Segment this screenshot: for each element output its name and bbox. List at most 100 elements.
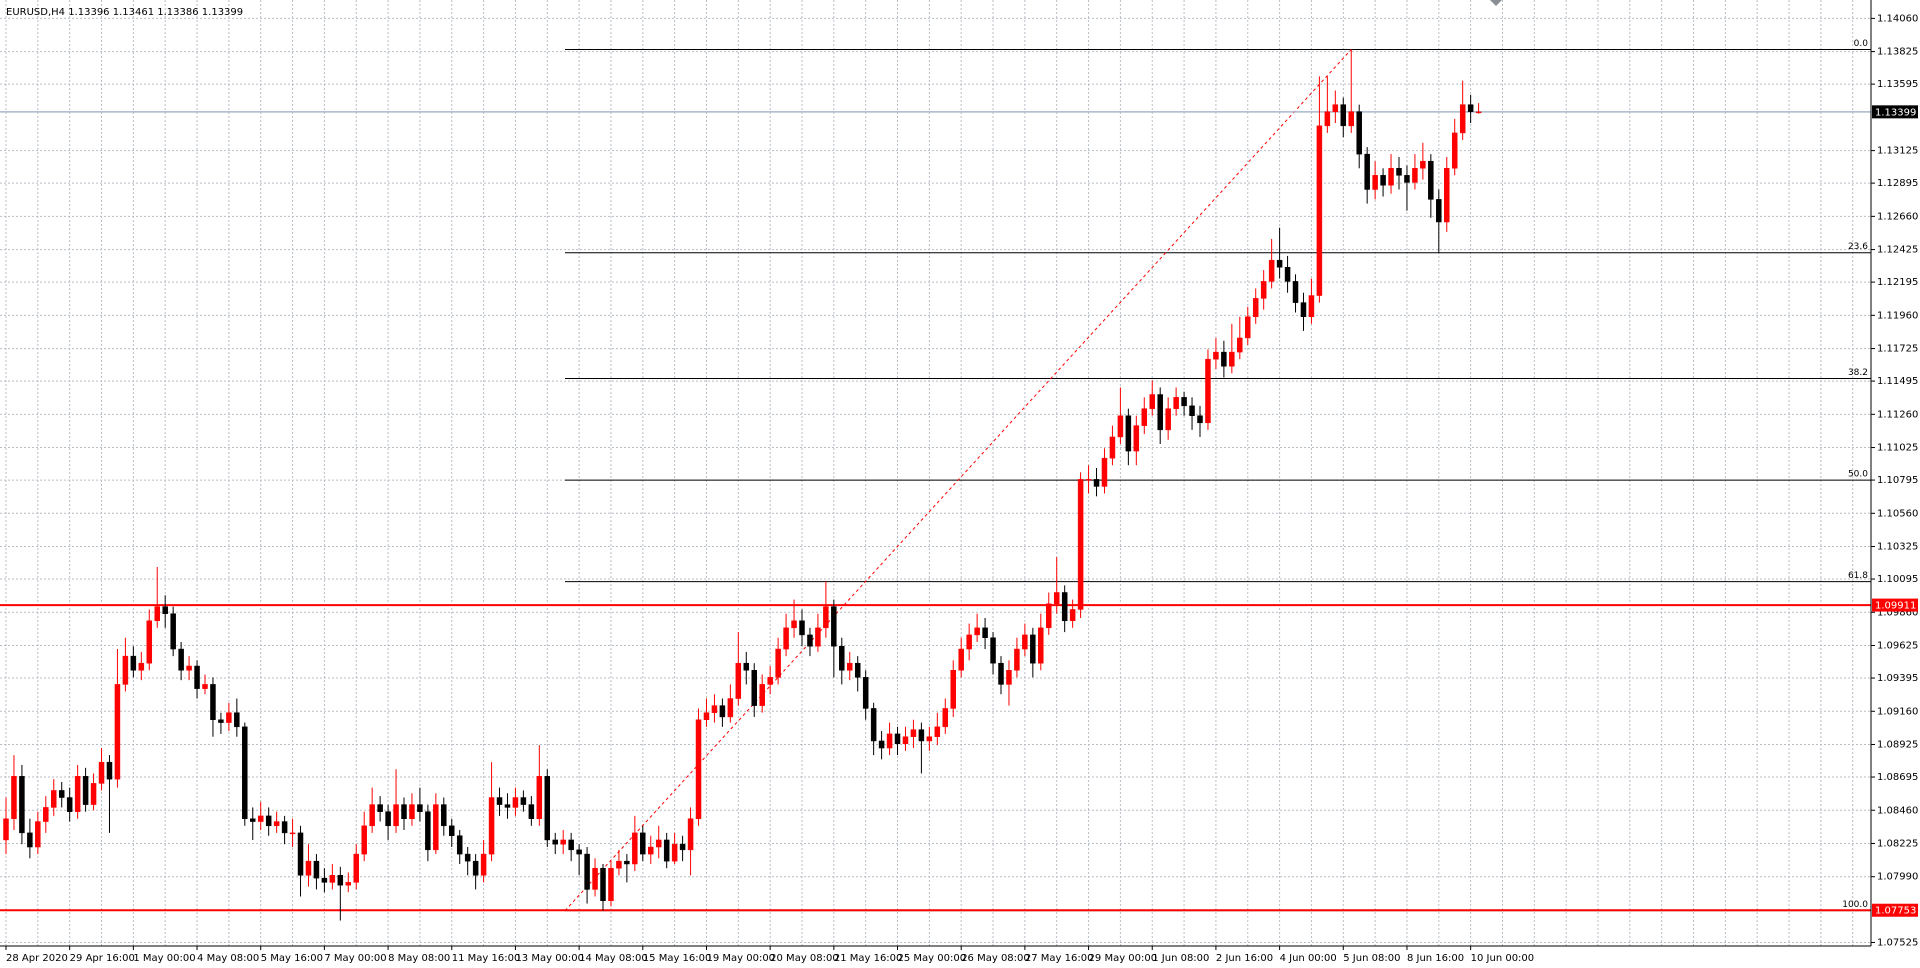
candle-body bbox=[1451, 132, 1458, 169]
x-tick-label: 5 Jun 08:00 bbox=[1343, 953, 1400, 964]
candle-body bbox=[791, 620, 797, 629]
y-tick-label: 1.11260 bbox=[1877, 409, 1918, 420]
candle-body bbox=[66, 797, 73, 812]
candle-body bbox=[624, 860, 630, 865]
candle-body bbox=[496, 797, 503, 805]
candle-body bbox=[313, 860, 320, 879]
candle-body bbox=[138, 662, 145, 671]
candle-body bbox=[250, 818, 256, 822]
candle-body bbox=[1404, 175, 1410, 183]
fib-label: 50.0 bbox=[1848, 470, 1868, 480]
candle-body bbox=[1428, 160, 1434, 200]
candle-body bbox=[74, 776, 81, 812]
y-tick-label: 1.11495 bbox=[1877, 376, 1918, 387]
fib-label: 100.0 bbox=[1842, 900, 1868, 910]
candle-body bbox=[242, 726, 248, 819]
current-price-badge bbox=[1872, 105, 1918, 119]
candle-body bbox=[671, 843, 678, 862]
candle-body bbox=[847, 662, 853, 671]
candle-body bbox=[265, 815, 272, 827]
x-tick-label: 28 Apr 2020 bbox=[6, 953, 68, 964]
candle-body bbox=[1101, 457, 1108, 487]
candle-body bbox=[743, 662, 750, 671]
candle-body bbox=[926, 736, 933, 742]
fib-label: 0.0 bbox=[1854, 39, 1869, 49]
y-tick-label: 1.11960 bbox=[1877, 310, 1918, 321]
candle-body bbox=[854, 662, 861, 678]
candle-body bbox=[918, 729, 925, 742]
candle-body bbox=[1117, 415, 1124, 438]
candle-body bbox=[51, 790, 57, 808]
y-tick-label: 1.12895 bbox=[1877, 178, 1918, 189]
x-tick-label: 4 May 08:00 bbox=[197, 953, 259, 964]
candle-body bbox=[377, 804, 383, 812]
candle-body bbox=[640, 832, 646, 855]
x-tick-label: 7 May 00:00 bbox=[324, 953, 386, 964]
candle-body bbox=[616, 860, 622, 869]
y-tick-label: 1.09395 bbox=[1877, 673, 1918, 684]
candle-body bbox=[1237, 337, 1243, 353]
candle-body bbox=[950, 670, 956, 709]
candle-body bbox=[19, 776, 25, 834]
candle-body bbox=[1053, 592, 1060, 605]
candle-body bbox=[353, 853, 359, 883]
candle-body bbox=[520, 797, 527, 805]
y-tick-label: 1.08695 bbox=[1877, 772, 1918, 783]
candle-body bbox=[82, 776, 89, 805]
price-badge-label: 1.09911 bbox=[1875, 601, 1916, 612]
x-tick-label: 26 May 08:00 bbox=[961, 953, 1030, 964]
candle-body bbox=[106, 761, 113, 780]
candle-body bbox=[695, 719, 702, 819]
candle-body bbox=[146, 620, 153, 664]
candle-body bbox=[1316, 125, 1323, 296]
y-tick-label: 1.08225 bbox=[1877, 838, 1918, 849]
candle-body bbox=[998, 662, 1004, 685]
candle-body bbox=[345, 882, 352, 886]
candle-body bbox=[751, 670, 757, 706]
candle-body bbox=[1061, 592, 1068, 622]
candle-body bbox=[560, 839, 566, 845]
candle-body bbox=[393, 804, 399, 827]
candle-body bbox=[1141, 408, 1148, 426]
candle-body bbox=[273, 821, 280, 827]
x-tick-label: 1 Jun 08:00 bbox=[1152, 953, 1209, 964]
candle-body bbox=[719, 705, 726, 718]
candle-body bbox=[456, 835, 463, 855]
candle-body bbox=[648, 846, 654, 855]
candle-body bbox=[385, 811, 391, 827]
candle-body bbox=[130, 655, 137, 671]
candle-body bbox=[990, 637, 996, 664]
candle-body bbox=[480, 853, 487, 876]
x-tick-label: 8 Jun 16:00 bbox=[1407, 953, 1464, 964]
candle-body bbox=[1268, 259, 1275, 282]
candle-body bbox=[409, 804, 415, 819]
x-tick-label: 4 Jun 00:00 bbox=[1280, 953, 1337, 964]
candle-body bbox=[1412, 168, 1418, 183]
x-tick-label: 14 May 08:00 bbox=[579, 953, 648, 964]
candle-body bbox=[90, 783, 97, 805]
candle-body bbox=[226, 712, 232, 723]
x-tick-label: 25 May 00:00 bbox=[898, 953, 967, 964]
candle-body bbox=[1300, 302, 1307, 317]
candle-body bbox=[162, 606, 168, 614]
candle-body bbox=[297, 832, 304, 876]
candle-body bbox=[703, 712, 710, 721]
candle-body bbox=[433, 804, 439, 851]
candle-body bbox=[329, 875, 336, 883]
candle-body bbox=[281, 821, 288, 834]
candle-body bbox=[982, 627, 988, 638]
candle-body bbox=[1085, 479, 1092, 481]
candle-body bbox=[767, 677, 773, 685]
candle-body bbox=[441, 804, 447, 827]
x-tick-label: 1 May 00:00 bbox=[133, 953, 195, 964]
x-tick-label: 29 Apr 16:00 bbox=[70, 953, 135, 964]
candle-body bbox=[1332, 104, 1339, 112]
candle-body bbox=[1459, 104, 1466, 134]
x-tick-label: 20 May 08:00 bbox=[770, 953, 839, 964]
candle-body bbox=[974, 627, 980, 636]
candle-body bbox=[417, 804, 423, 812]
candle-body bbox=[218, 719, 224, 723]
candle-body bbox=[337, 875, 344, 886]
candle-body bbox=[464, 853, 471, 862]
